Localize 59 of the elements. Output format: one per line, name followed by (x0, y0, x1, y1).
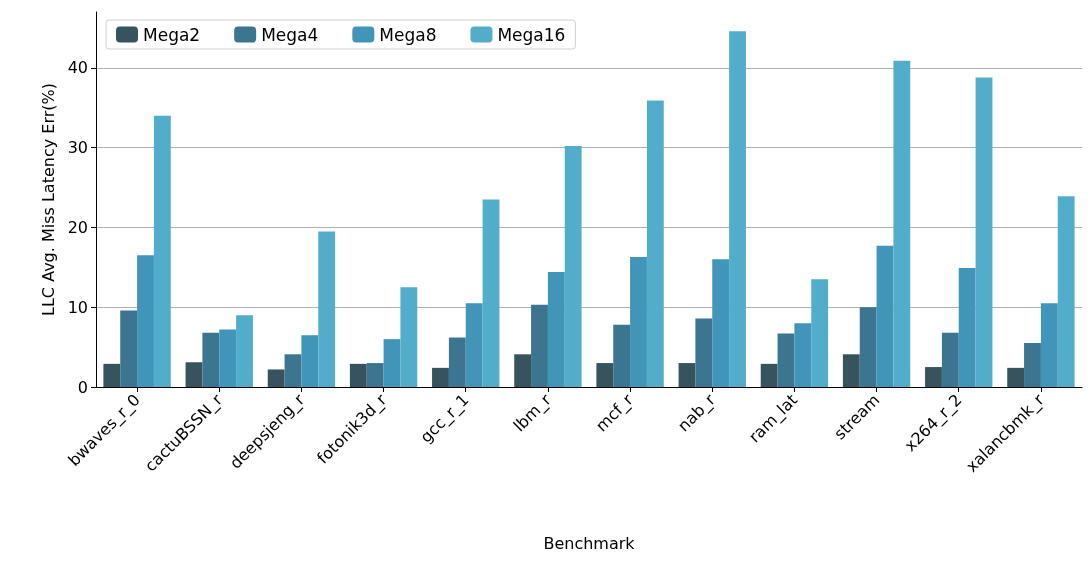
y-tick-label: 0 (77, 377, 88, 397)
bar (596, 363, 614, 387)
bar (432, 367, 449, 387)
bar (318, 231, 336, 387)
y-tick-label: 10 (67, 297, 88, 317)
bar (712, 259, 730, 387)
bar (646, 100, 664, 387)
bar (564, 146, 582, 387)
bar (465, 303, 483, 387)
bar (547, 272, 565, 387)
bar (958, 268, 976, 387)
bar (219, 329, 237, 387)
bar (760, 363, 778, 387)
bar (811, 279, 829, 387)
bar (120, 310, 138, 387)
bar (859, 307, 877, 387)
bar (448, 337, 466, 387)
bar (284, 354, 302, 387)
bar (103, 363, 121, 387)
bar (941, 332, 959, 387)
bar (531, 304, 548, 387)
bar (975, 77, 993, 387)
bar (137, 255, 154, 387)
bar (366, 363, 384, 387)
bar (383, 339, 401, 387)
legend-label: Mega2 (143, 24, 201, 45)
bar (349, 363, 367, 387)
bar (185, 362, 203, 387)
bar (1040, 303, 1058, 387)
bar (842, 354, 860, 387)
bar (482, 199, 500, 387)
bar (678, 363, 696, 387)
bar (301, 335, 319, 387)
bar (777, 333, 795, 387)
bar (630, 256, 647, 387)
bar (236, 315, 253, 387)
bar (267, 369, 285, 387)
bar (1007, 367, 1025, 387)
bar (794, 323, 812, 387)
legend-label: Mega8 (379, 24, 437, 45)
x-axis-title: Benchmark (543, 533, 636, 553)
y-axis-title: LLC Avg. Miss Latency Err(%) (39, 83, 59, 316)
bar (729, 31, 746, 387)
bar (925, 367, 942, 387)
bar (400, 287, 418, 387)
bar (202, 332, 220, 387)
bar (514, 354, 532, 387)
bar (876, 245, 894, 387)
y-tick-label: 30 (67, 138, 88, 158)
y-tick-label: 20 (67, 217, 88, 237)
bar (1024, 343, 1041, 387)
bar (1057, 196, 1075, 387)
legend-label: Mega4 (261, 24, 319, 45)
bar (613, 324, 631, 387)
bar (893, 60, 911, 387)
bar (695, 318, 713, 387)
y-tick-label: 40 (67, 58, 88, 78)
bar (153, 115, 171, 387)
legend-label: Mega16 (497, 24, 566, 45)
